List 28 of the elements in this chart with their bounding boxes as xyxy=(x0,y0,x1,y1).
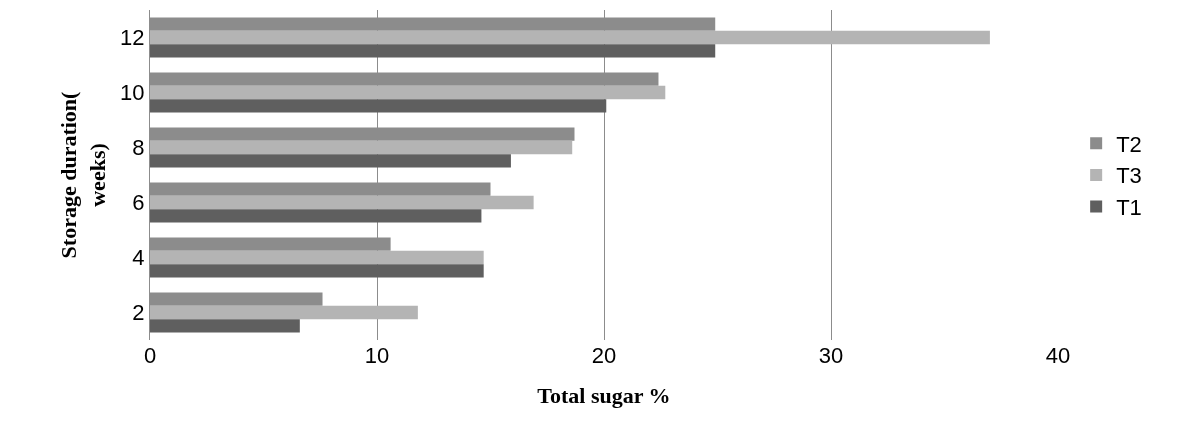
x-tick-label: 30 xyxy=(818,343,844,368)
legend-label: T2 xyxy=(1116,131,1142,157)
bar xyxy=(150,195,534,210)
y-tick-label: 2 xyxy=(132,300,145,326)
y-tick-label: 8 xyxy=(132,135,145,161)
bar xyxy=(150,44,716,58)
bar xyxy=(150,319,300,333)
bar xyxy=(150,140,573,155)
x-tick-label: 20 xyxy=(591,343,617,368)
bar xyxy=(150,99,607,113)
legend-label: T1 xyxy=(1116,195,1142,221)
x-axis-title: Total sugar % xyxy=(537,382,671,408)
y-tick-label: 4 xyxy=(132,245,145,271)
bar xyxy=(150,264,484,278)
y-axis-title: Storage duration( weeks) xyxy=(56,91,110,259)
y-tick-label: 10 xyxy=(119,80,145,106)
x-tick-label: 10 xyxy=(364,343,390,368)
y-tick-label: 12 xyxy=(119,25,145,51)
bar xyxy=(150,305,418,320)
legend-label: T3 xyxy=(1116,163,1142,189)
x-tick-label: 0 xyxy=(143,343,157,368)
y-tick-label: 6 xyxy=(132,190,145,216)
bar xyxy=(150,30,990,45)
bar xyxy=(150,250,484,265)
bar xyxy=(150,154,511,168)
bar xyxy=(150,209,482,223)
x-tick-label: 40 xyxy=(1045,343,1071,368)
bar xyxy=(150,85,666,100)
